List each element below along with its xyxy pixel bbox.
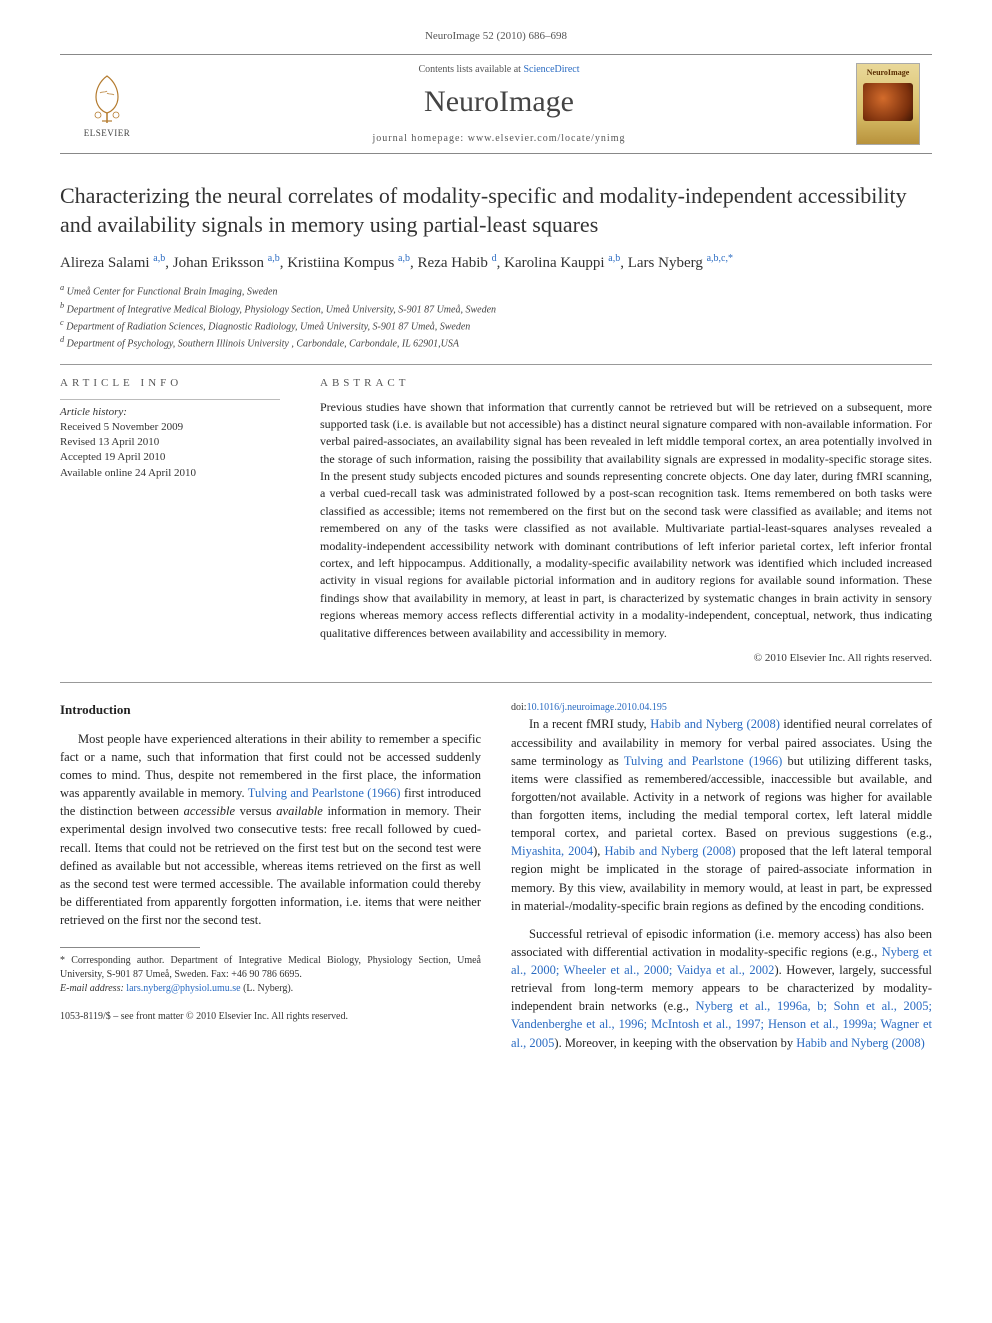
journal-title: NeuroImage: [142, 85, 856, 119]
banner-center: Contents lists available at ScienceDirec…: [142, 64, 856, 144]
p3-a: Successful retrieval of episodic informa…: [511, 927, 932, 959]
email-label: E-mail address:: [60, 983, 126, 994]
issn-line: 1053-8119/$ – see front matter © 2010 El…: [60, 1010, 481, 1025]
p2-d: ),: [593, 844, 604, 858]
homepage-url: www.elsevier.com/locate/ynimg: [468, 133, 626, 144]
abstract-heading: ABSTRACT: [320, 377, 932, 389]
affiliation: c Department of Radiation Sciences, Diag…: [60, 317, 932, 334]
p1-c: versus: [235, 804, 276, 818]
cover-image-icon: [863, 83, 913, 121]
affiliation: a Umeå Center for Functional Brain Imagi…: [60, 282, 932, 299]
email-link[interactable]: lars.nyberg@physiol.umu.se: [126, 983, 240, 994]
info-abstract-row: ARTICLE INFO Article history: Received 5…: [60, 377, 932, 664]
elsevier-tree-icon: [82, 71, 132, 126]
doi-line: doi:10.1016/j.neuroimage.2010.04.195: [511, 701, 932, 716]
article-title: Characterizing the neural correlates of …: [60, 182, 932, 239]
ref-tulving-1966-b[interactable]: Tulving and Pearlstone (1966): [624, 754, 782, 768]
rule-top: [60, 364, 932, 365]
corr-text: * Corresponding author. Department of In…: [60, 954, 481, 982]
history-received: Received 5 November 2009: [60, 420, 280, 435]
affiliation-sup: c: [60, 318, 64, 327]
intro-para-3: Successful retrieval of episodic informa…: [511, 925, 932, 1052]
corresponding-footnote: * Corresponding author. Department of In…: [60, 954, 481, 996]
author: Lars Nyberg a,b,c,*: [628, 255, 733, 271]
footnote-rule: [60, 947, 200, 948]
doi-link[interactable]: 10.1016/j.neuroimage.2010.04.195: [527, 702, 667, 713]
author-affiliation-link[interactable]: d: [492, 253, 497, 264]
p2-a: In a recent fMRI study,: [529, 717, 650, 731]
intro-para-1: Most people have experienced alterations…: [60, 730, 481, 929]
homepage-prefix: journal homepage:: [373, 133, 468, 144]
p1-i2: available: [276, 804, 323, 818]
author: Alireza Salami a,b: [60, 255, 165, 271]
doi-prefix: doi:: [511, 702, 527, 713]
history-online: Available online 24 April 2010: [60, 466, 280, 481]
author-affiliation-link[interactable]: a,b: [153, 253, 165, 264]
citation-header: NeuroImage 52 (2010) 686–698: [60, 30, 932, 42]
ref-habib-2008-c[interactable]: Habib and Nyberg (2008): [796, 1036, 925, 1050]
intro-para-2: In a recent fMRI study, Habib and Nyberg…: [511, 715, 932, 914]
affiliation-sup: a: [60, 283, 64, 292]
author-affiliation-link[interactable]: a,b: [608, 253, 620, 264]
body-text: Introduction Most people have experience…: [60, 701, 932, 1052]
article-info-heading: ARTICLE INFO: [60, 377, 280, 389]
info-rule: [60, 399, 280, 400]
corr-email-line: E-mail address: lars.nyberg@physiol.umu.…: [60, 982, 481, 996]
affiliation: d Department of Psychology, Southern Ill…: [60, 334, 932, 351]
affiliations: a Umeå Center for Functional Brain Imagi…: [60, 282, 932, 351]
ref-tulving-1966-a[interactable]: Tulving and Pearlstone (1966): [248, 786, 401, 800]
p1-i1: accessible: [184, 804, 235, 818]
ref-habib-2008-b[interactable]: Habib and Nyberg (2008): [604, 844, 735, 858]
author: Reza Habib d: [418, 255, 497, 271]
ref-miyashita-2004[interactable]: Miyashita, 2004: [511, 844, 593, 858]
journal-banner: ELSEVIER Contents lists available at Sci…: [60, 54, 932, 154]
publisher-logo: ELSEVIER: [72, 64, 142, 144]
homepage-line: journal homepage: www.elsevier.com/locat…: [142, 133, 856, 144]
cover-label: NeuroImage: [867, 68, 910, 77]
affiliation: b Department of Integrative Medical Biol…: [60, 300, 932, 317]
author-affiliation-link[interactable]: a,b,c,*: [707, 253, 733, 264]
affiliation-sup: b: [60, 301, 64, 310]
author: Kristiina Kompus a,b: [287, 255, 410, 271]
article-info-column: ARTICLE INFO Article history: Received 5…: [60, 377, 280, 664]
contents-prefix: Contents lists available at: [418, 64, 523, 75]
author: Johan Eriksson a,b: [173, 255, 280, 271]
introduction-heading: Introduction: [60, 701, 481, 720]
author-affiliation-link[interactable]: a,b: [268, 253, 280, 264]
abstract-copyright: © 2010 Elsevier Inc. All rights reserved…: [320, 652, 932, 664]
journal-cover-thumb: NeuroImage: [856, 63, 920, 145]
p3-c: ). Moreover, in keeping with the observa…: [554, 1036, 796, 1050]
email-suffix: (L. Nyberg).: [241, 983, 294, 994]
history-accepted: Accepted 19 April 2010: [60, 450, 280, 465]
history-label: Article history:: [60, 406, 280, 418]
sciencedirect-link[interactable]: ScienceDirect: [523, 64, 579, 75]
contents-available: Contents lists available at ScienceDirec…: [142, 64, 856, 75]
rule-bottom: [60, 682, 932, 683]
author-list: Alireza Salami a,b, Johan Eriksson a,b, …: [60, 253, 932, 272]
ref-habib-2008-a[interactable]: Habib and Nyberg (2008): [650, 717, 780, 731]
publisher-name: ELSEVIER: [84, 128, 131, 138]
author-affiliation-link[interactable]: a,b: [398, 253, 410, 264]
abstract-text: Previous studies have shown that informa…: [320, 399, 932, 642]
history-revised: Revised 13 April 2010: [60, 435, 280, 450]
abstract-column: ABSTRACT Previous studies have shown tha…: [320, 377, 932, 664]
affiliation-sup: d: [60, 335, 64, 344]
p1-d: information in memory. Their experimenta…: [60, 804, 481, 927]
author: Karolina Kauppi a,b: [504, 255, 620, 271]
